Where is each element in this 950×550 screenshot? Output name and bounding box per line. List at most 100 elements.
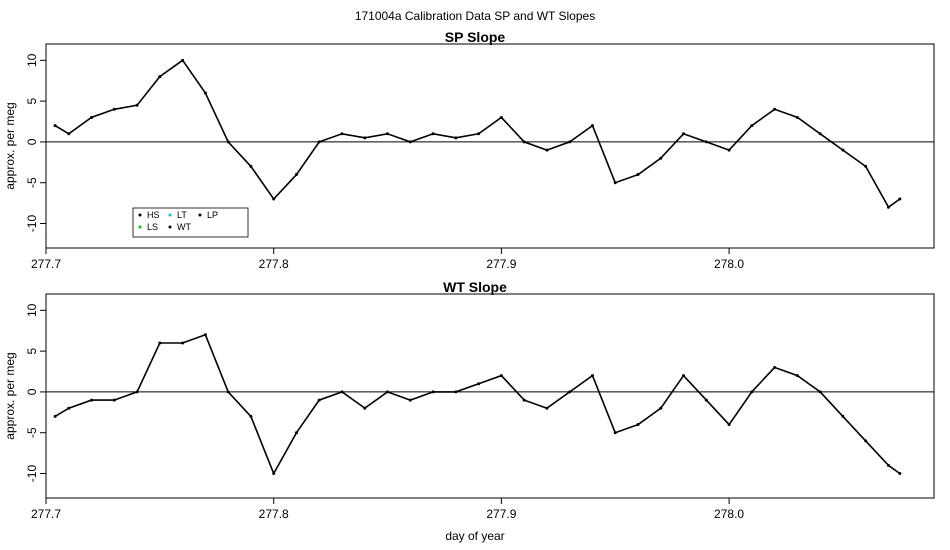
sp-data-point [841, 148, 845, 152]
legend-label-lt: LT [177, 210, 187, 220]
wt-data-point [249, 414, 253, 418]
wt-data-point [613, 431, 617, 435]
wt-data-point [135, 390, 139, 394]
sp-data-point [112, 107, 116, 111]
wt-data-point [898, 472, 902, 476]
wt-data-point [545, 406, 549, 410]
legend: HS LT LP LS WT [132, 207, 249, 238]
wt-data-point [53, 414, 57, 418]
sp-y-tick-label: -5 [25, 177, 39, 188]
sp-data-point [181, 58, 185, 62]
legend-label-hs: HS [147, 210, 160, 220]
sp-data-point [135, 103, 139, 107]
wt-y-ticks: -10 -5 0 5 10 [25, 303, 46, 482]
wt-data-point [636, 423, 640, 427]
sp-data-point [898, 197, 902, 201]
wt-data-point [454, 390, 458, 394]
sp-data-point [226, 140, 230, 144]
wt-series-line [54, 333, 901, 476]
wt-data-point [522, 398, 526, 402]
wt-data-point [294, 431, 298, 435]
sp-data-point [317, 140, 321, 144]
wt-plot-frame [45, 293, 935, 499]
legend-label-ls: LS [147, 222, 158, 232]
x-axis-label: day of year [445, 529, 504, 543]
sp-data-point [568, 140, 572, 144]
wt-data-point [795, 374, 799, 378]
wt-data-point [67, 406, 71, 410]
sp-data-point [340, 132, 344, 136]
wt-data-point [886, 463, 890, 467]
wt-data-point [317, 398, 321, 402]
wt-data-point [818, 390, 822, 394]
wt-data-point [203, 333, 207, 337]
wt-data-point [682, 374, 686, 378]
legend-label-lp: LP [207, 210, 218, 220]
wt-data-point [568, 390, 572, 394]
sp-data-point [294, 173, 298, 177]
sp-data-point [818, 132, 822, 136]
sp-data-point [499, 115, 503, 119]
wt-data-point [590, 374, 594, 378]
sp-slope-panel: SP Slope approx. per meg 277.7 277.8 277.9… [3, 29, 935, 271]
sp-y-tick-label: 0 [25, 138, 39, 145]
sp-data-point [454, 136, 458, 140]
sp-y-tick-label: 5 [25, 97, 39, 104]
sp-data-point [886, 205, 890, 209]
legend-box [132, 207, 249, 238]
sp-data-point [704, 140, 708, 144]
wt-data-point [272, 472, 276, 476]
sp-data-point [636, 173, 640, 177]
sp-data-point [682, 132, 686, 136]
wt-data-point [659, 406, 663, 410]
sp-x-ticks: 277.7 277.8 277.9 278.0 [31, 248, 744, 271]
legend-marker-lp [198, 213, 202, 217]
legend-marker-wt [168, 225, 172, 229]
wt-y-tick-label: -10 [25, 465, 39, 483]
wt-x-tick-label: 277.8 [259, 507, 289, 521]
sp-data-point [750, 124, 754, 128]
sp-data-point [53, 124, 57, 128]
wt-y-tick-label: -5 [25, 427, 39, 438]
sp-data-point [431, 132, 435, 136]
sp-data-point [67, 132, 71, 136]
wt-data-point [704, 398, 708, 402]
wt-data-point [90, 398, 94, 402]
sp-data-point [203, 91, 207, 95]
sp-plot-area [46, 58, 934, 209]
wt-data-point [841, 414, 845, 418]
wt-data-point [477, 382, 481, 386]
wt-data-point [431, 390, 435, 394]
wt-data-point [864, 439, 868, 443]
wt-data-point [727, 423, 731, 427]
wt-y-tick-label: 0 [25, 388, 39, 395]
legend-label-wt: WT [177, 222, 191, 232]
sp-data-point [659, 156, 663, 160]
sp-slope-title: SP Slope [445, 29, 506, 45]
wt-data-point [408, 398, 412, 402]
wt-data-point [750, 390, 754, 394]
wt-y-tick-label: 10 [25, 303, 39, 317]
wt-plot-area [46, 333, 934, 476]
sp-data-point [545, 148, 549, 152]
sp-x-tick-label: 277.7 [31, 257, 61, 271]
sp-data-point [386, 132, 390, 136]
sp-y-axis-label: approx. per meg [3, 102, 17, 189]
wt-x-tick-label: 278.0 [714, 507, 744, 521]
wt-x-tick-label: 277.9 [486, 507, 516, 521]
wt-slope-title: WT Slope [443, 279, 507, 295]
wt-data-point [226, 390, 230, 394]
sp-data-point [477, 132, 481, 136]
wt-data-point [112, 398, 116, 402]
wt-data-point [181, 341, 185, 345]
sp-x-tick-label: 277.8 [259, 257, 289, 271]
figure-title: 171004a Calibration Data SP and WT Slope… [355, 9, 595, 23]
sp-x-tick-label: 277.9 [486, 257, 516, 271]
legend-marker-lt [168, 213, 172, 217]
sp-y-tick-label: 10 [25, 53, 39, 67]
sp-data-point [773, 107, 777, 111]
sp-data-point [363, 136, 367, 140]
wt-data-point [363, 406, 367, 410]
sp-data-point [727, 148, 731, 152]
